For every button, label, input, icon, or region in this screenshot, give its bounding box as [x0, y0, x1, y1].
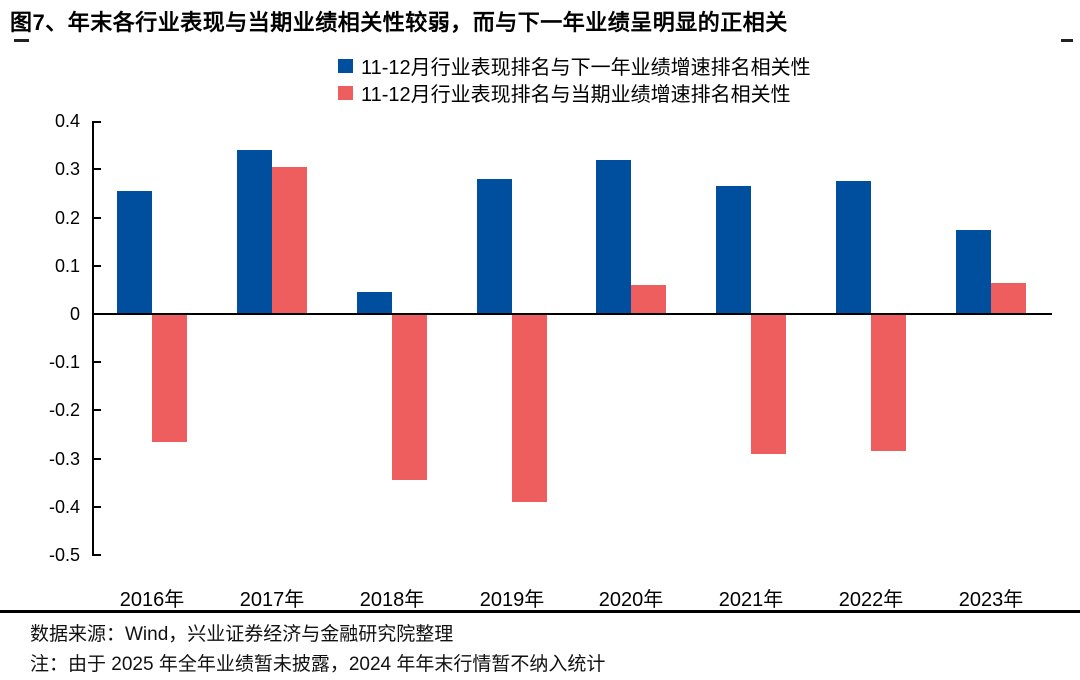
- y-axis-label: 0.1: [54, 256, 80, 276]
- y-axis-label: 0: [69, 304, 80, 324]
- plot-area: 0.4 0.3 0.2 0.1 0 -0.1 -0.2 -0.3 -0.4 -0.5 2016年 20…: [49, 111, 1052, 611]
- legend-label: 11-12月行业表现排名与当期业绩增速排名相关性: [361, 84, 791, 106]
- x-axis-label: 2021年: [718, 589, 784, 611]
- bar-next-year-corr-2016年: [117, 191, 152, 314]
- bar-next-year-corr-2020年: [596, 160, 631, 314]
- bar-current-year-corr-2017年: [272, 167, 307, 314]
- y-axis-label: -0.5: [48, 545, 80, 565]
- y-axis-tick: [92, 265, 101, 267]
- footer-rule: [0, 610, 1080, 613]
- bar-next-year-corr-2021年: [716, 186, 751, 314]
- legend-item-current-year: 11-12月行业表现排名与当期业绩增速排名相关性: [338, 79, 811, 106]
- x-axis-label: 2017年: [239, 589, 305, 611]
- bar-next-year-corr-2023年: [956, 230, 991, 314]
- x-axis-label: 2020年: [598, 589, 664, 611]
- bar-current-year-corr-2019年: [512, 314, 547, 502]
- y-axis-label: 0.3: [54, 159, 80, 179]
- y-axis-tick: [92, 554, 101, 556]
- legend-label: 11-12月行业表现排名与下一年业绩增速排名相关性: [361, 57, 811, 79]
- legend-item-next-year: 11-12月行业表现排名与下一年业绩增速排名相关性: [338, 52, 811, 79]
- bar-current-year-corr-2020年: [631, 285, 666, 314]
- x-axis-label: 2019年: [479, 589, 545, 611]
- bar-current-year-corr-2016年: [152, 314, 187, 442]
- bar-next-year-corr-2019年: [477, 179, 512, 314]
- y-axis-tick: [92, 121, 101, 123]
- y-axis-label: -0.1: [48, 352, 80, 372]
- y-axis-label: 0.4: [54, 111, 80, 131]
- chart-title: 图7、年末各行业表现与当期业绩相关性较弱，而与下一年业绩呈明显的正相关: [10, 10, 788, 35]
- y-axis-tick: [92, 409, 101, 411]
- y-axis-tick: [92, 361, 101, 363]
- bar-next-year-corr-2022年: [836, 181, 871, 314]
- x-axis-label: 2018年: [359, 589, 425, 611]
- x-axis-label: 2022年: [838, 589, 904, 611]
- y-axis-tick: [92, 168, 101, 170]
- bar-next-year-corr-2017年: [237, 150, 272, 314]
- y-axis-label: -0.3: [48, 449, 80, 469]
- x-axis-label: 2016年: [119, 589, 185, 611]
- bar-current-year-corr-2021年: [751, 314, 786, 454]
- y-axis-label: -0.4: [48, 497, 80, 517]
- bar-current-year-corr-2018年: [392, 314, 427, 480]
- footnote-text: 注：由于 2025 年全年业绩暂未披露，2024 年年末行情暂不纳入统计: [30, 654, 606, 675]
- x-axis-label: 2023年: [958, 589, 1024, 611]
- bar-next-year-corr-2018年: [357, 292, 392, 314]
- legend-swatch-blue-icon: [338, 58, 353, 73]
- border-dash-right: [1061, 39, 1073, 42]
- bar-current-year-corr-2022年: [871, 314, 906, 451]
- legend-swatch-red-icon: [338, 85, 353, 100]
- bar-current-year-corr-2023年: [991, 283, 1026, 314]
- y-axis-label: -0.2: [48, 400, 80, 420]
- y-axis-line: [92, 121, 94, 556]
- y-axis-label: 0.2: [54, 208, 80, 228]
- y-axis-tick: [92, 506, 101, 508]
- y-axis-tick: [92, 217, 101, 219]
- y-axis-tick: [92, 458, 101, 460]
- legend: 11-12月行业表现排名与下一年业绩增速排名相关性 11-12月行业表现排名与当…: [338, 52, 811, 106]
- zero-baseline: [92, 313, 1052, 315]
- data-source-text: 数据来源：Wind，兴业证券经济与金融研究院整理: [30, 624, 454, 645]
- border-dash-left: [14, 39, 29, 42]
